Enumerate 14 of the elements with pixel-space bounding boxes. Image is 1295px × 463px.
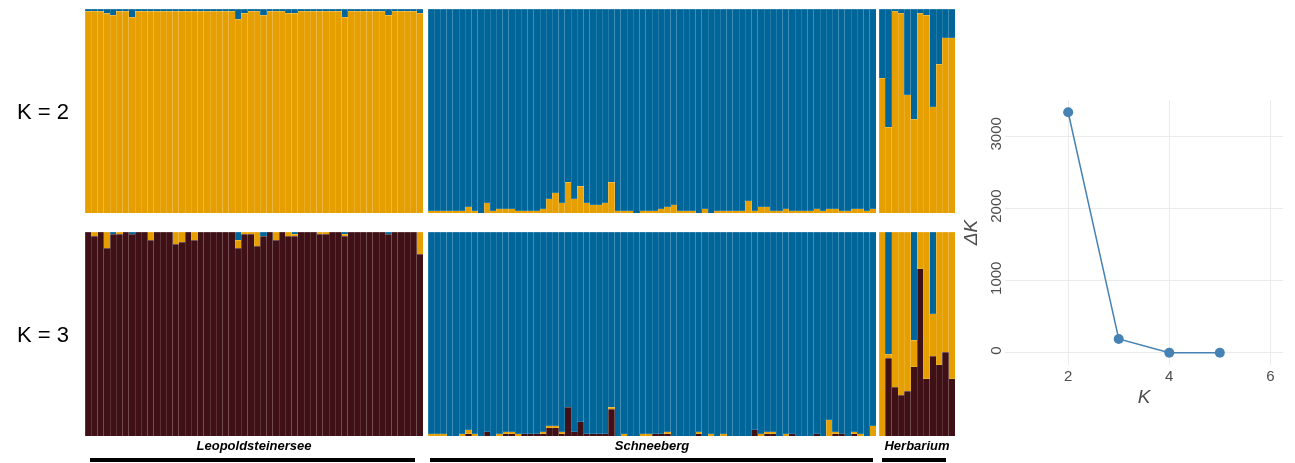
x-axis-title: Herbarium [884, 437, 950, 453]
x-axis-title: Schneeberg [614, 437, 690, 453]
x-tick-label: 2 [1064, 367, 1073, 384]
x-tick-label: 4 [1165, 367, 1174, 384]
y-axis-title: K = 3 [17, 322, 69, 347]
x-tick-label: 6 [1266, 367, 1275, 384]
y-tick-label: 2000 [987, 189, 1004, 223]
y-tick-label: 1000 [987, 261, 1004, 295]
y-tick-label: 0 [987, 346, 1004, 355]
y-axis-title: K = 2 [17, 99, 69, 124]
x-axis-title: K [1137, 385, 1152, 407]
y-axis-title: ΔK [960, 218, 981, 247]
x-axis-title: Leopoldsteinersee [196, 437, 312, 453]
y-tick-label: 3000 [987, 117, 1004, 151]
